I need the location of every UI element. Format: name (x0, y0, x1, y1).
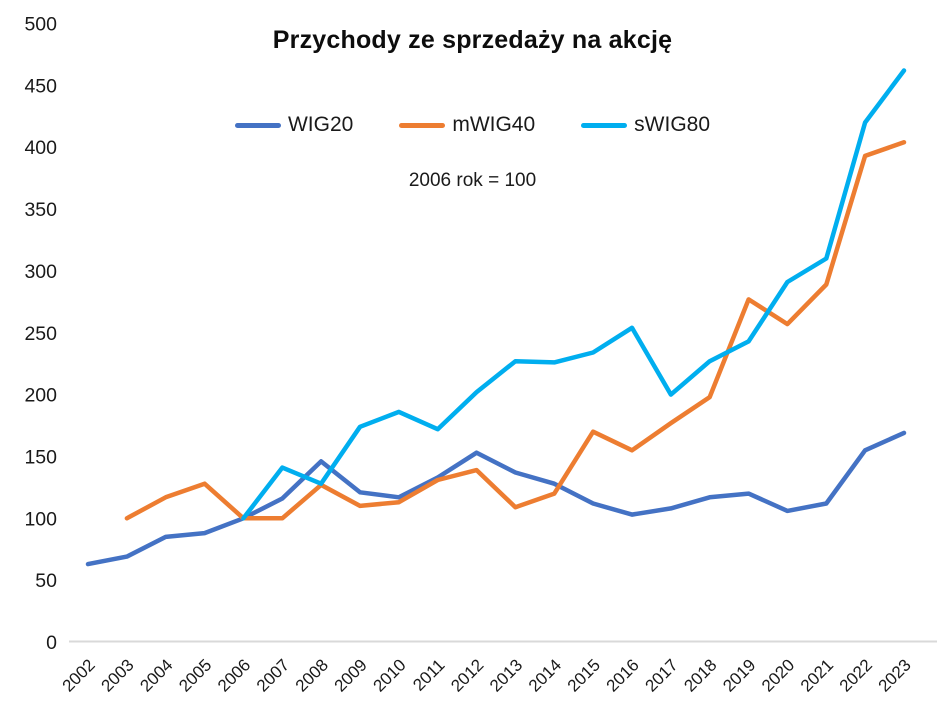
y-tick-label: 500 (24, 14, 57, 36)
y-tick-label: 100 (24, 508, 57, 530)
x-tick-label: 2003 (98, 655, 138, 695)
series-line-swig80 (241, 68, 907, 521)
x-tick-label: 2014 (525, 655, 565, 695)
x-tick-label: 2005 (175, 655, 215, 695)
series-line-mwig40 (124, 140, 907, 521)
y-tick-label: 200 (24, 385, 57, 407)
chart-legend: WIG20 mWIG40 sWIG80 (0, 113, 945, 137)
legend-item-swig80: sWIG80 (581, 113, 710, 137)
chart-title: Przychody ze sprzedaży na akcję (272, 26, 673, 54)
x-tick-label: 2013 (486, 655, 526, 695)
x-tick-label: 2018 (680, 655, 720, 695)
x-tick-label: 2006 (214, 655, 254, 695)
y-tick-label: 0 (46, 632, 57, 654)
y-tick-label: 150 (24, 446, 57, 468)
chart-subtitle: 2006 rok = 100 (408, 170, 537, 191)
x-tick-label: 2010 (370, 655, 410, 695)
y-tick-label: 350 (24, 199, 57, 221)
x-tick-label: 2022 (836, 655, 876, 695)
x-tick-label: 2015 (564, 655, 604, 695)
legend-line-swatch-swig80 (581, 122, 628, 128)
y-tick-label: 50 (35, 570, 57, 592)
legend-label-swig80: sWIG80 (634, 113, 711, 136)
x-tick-label: 2017 (642, 655, 682, 695)
legend-line-swatch-wig20 (234, 122, 281, 128)
x-tick-label: 2004 (136, 655, 176, 695)
x-tick-label: 2009 (331, 655, 371, 695)
x-tick-label: 2020 (758, 655, 798, 695)
legend-line-swatch-mwig40 (399, 122, 446, 128)
x-tick-label: 2002 (59, 655, 99, 695)
y-axis-labels: 0 50 100 150 200 250 300 350 400 450 500 (24, 14, 57, 655)
x-tick-label: 2007 (253, 655, 293, 695)
x-tick-label: 2016 (603, 655, 643, 695)
y-tick-label: 400 (24, 137, 57, 159)
x-tick-label: 2023 (875, 655, 915, 695)
y-tick-label: 300 (24, 261, 57, 283)
x-tick-label: 2008 (292, 655, 332, 695)
x-tick-label: 2011 (409, 655, 448, 694)
y-tick-label: 250 (24, 323, 57, 345)
series-line-wig20 (85, 430, 907, 567)
y-tick-label: 450 (24, 75, 57, 97)
legend-item-wig20: WIG20 (234, 113, 354, 137)
legend-item-mwig40: mWIG40 (399, 113, 535, 137)
x-tick-label: 2021 (797, 655, 837, 695)
x-tick-label: 2019 (719, 655, 759, 695)
x-tick-label: 2012 (447, 655, 487, 695)
legend-label-wig20: WIG20 (287, 113, 354, 136)
legend-label-mwig40: mWIG40 (452, 113, 536, 136)
